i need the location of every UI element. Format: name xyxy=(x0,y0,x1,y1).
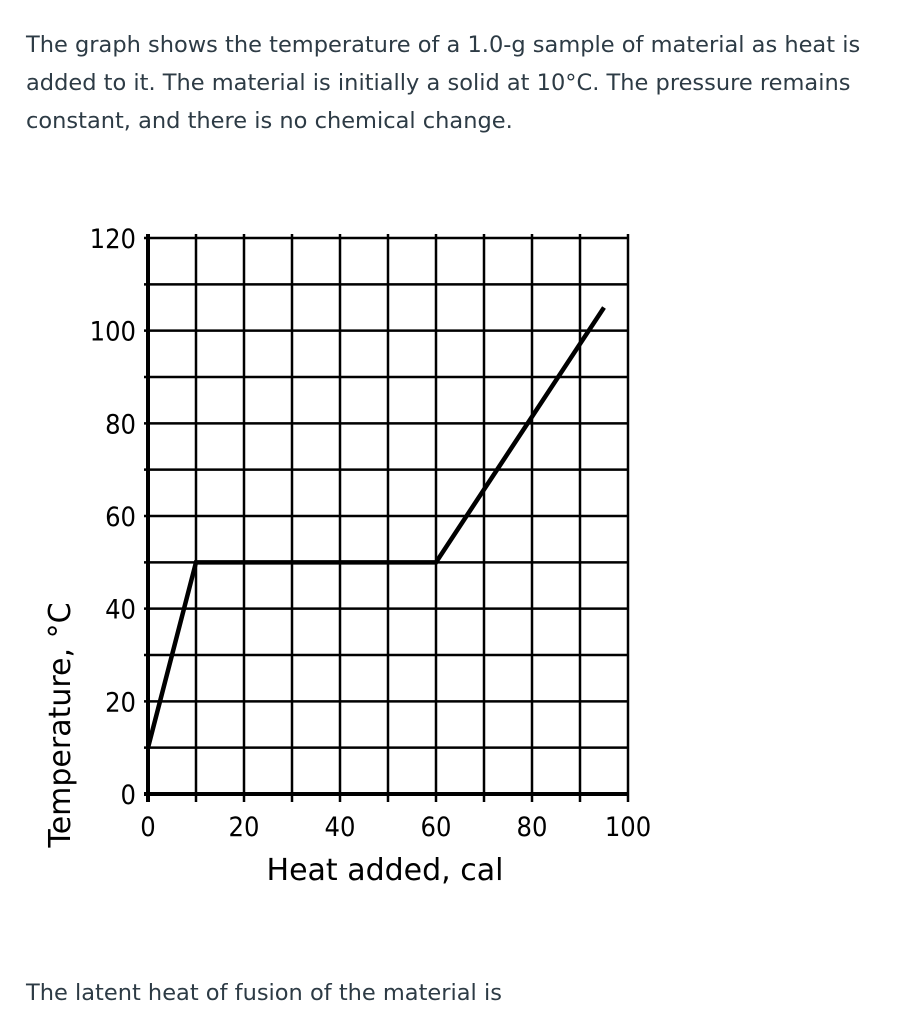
y-tick-label: 20 xyxy=(105,687,136,718)
y-tick-label: 60 xyxy=(105,502,136,533)
y-tick-label: 120 xyxy=(90,224,136,255)
y-tick-label: 40 xyxy=(105,595,136,626)
x-tick-label: 40 xyxy=(325,812,356,843)
grid-lines xyxy=(144,234,630,802)
x-tick-label: 80 xyxy=(517,812,548,843)
x-tick-label: 60 xyxy=(421,812,452,843)
series-line xyxy=(145,306,606,749)
data-series xyxy=(145,306,606,749)
y-tick-label: 100 xyxy=(90,317,136,348)
y-tick-label: 0 xyxy=(121,780,136,811)
tick-labels: 0 20 40 60 80 100 0 20 40 60 80 100 120 xyxy=(90,224,652,843)
question-prompt: The latent heat of fusion of the materia… xyxy=(26,980,502,1006)
y-axis-title: Temperature, °C xyxy=(43,602,78,848)
question-intro: The graph shows the temperature of a 1.0… xyxy=(26,32,861,134)
x-axis-title: Heat added, cal xyxy=(267,853,504,888)
x-tick-label: 0 xyxy=(140,812,155,843)
y-tick-label: 80 xyxy=(105,409,136,440)
x-tick-label: 100 xyxy=(605,812,651,843)
temperature-heat-chart: 0 20 40 60 80 100 0 20 40 60 80 100 120 Heat added, … xyxy=(43,224,652,888)
x-tick-label: 20 xyxy=(229,812,260,843)
